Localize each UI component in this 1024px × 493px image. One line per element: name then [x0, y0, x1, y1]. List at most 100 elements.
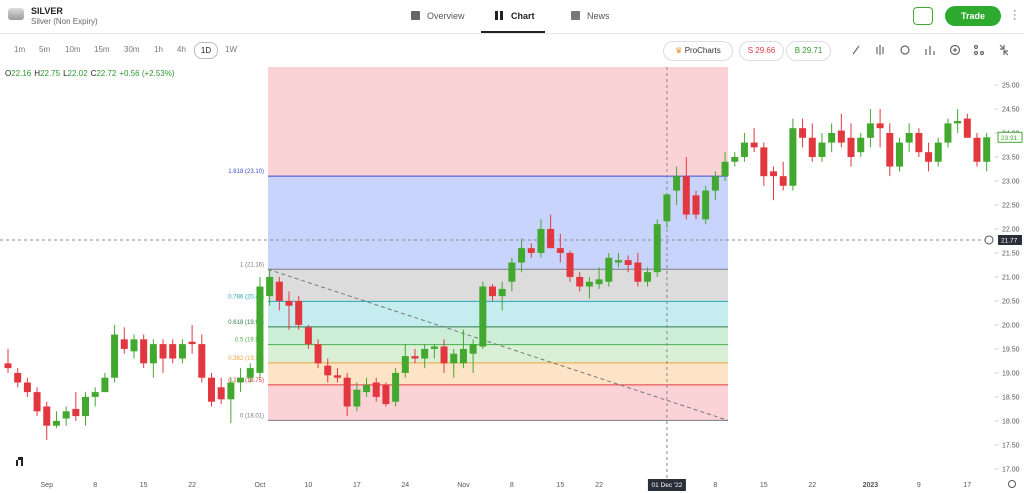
symbol-icon [8, 8, 24, 20]
buy-button[interactable]: B 29.71 [786, 41, 831, 61]
candle-body [91, 392, 99, 397]
candle-body [469, 344, 477, 354]
share-icon[interactable] [973, 44, 979, 50]
settings-icon[interactable] [900, 45, 910, 55]
timeframe[interactable]: 5m [39, 45, 51, 54]
candle-body [634, 262, 642, 282]
candle-body [837, 130, 845, 143]
candle-body [944, 123, 952, 143]
candle-body [43, 406, 51, 426]
legend-value: 22.75 [40, 69, 61, 78]
indicator-icon[interactable] [876, 45, 884, 55]
tab-underline [481, 31, 545, 33]
bars-icon[interactable] [925, 46, 935, 55]
sell-button[interactable]: S 29.66 [739, 41, 784, 61]
collapse-icon[interactable] [999, 44, 1009, 56]
candle-body [566, 252, 574, 277]
candle-body [82, 396, 90, 417]
fib-label: 0.5 (19.59) [235, 338, 264, 344]
y-tick-label: 24.50 [1002, 106, 1020, 113]
timeframe[interactable]: 1m [14, 45, 26, 54]
x-tick-label: 8 [713, 482, 717, 489]
add-icon[interactable] [949, 44, 961, 56]
candle-body [915, 132, 923, 153]
prochart-label: ProCharts [684, 46, 721, 55]
y-tick-label: 20.00 [1002, 322, 1020, 329]
timeframe[interactable]: 1h [154, 45, 163, 54]
fib-label: 1.618 (23.10) [228, 169, 264, 175]
watchlist-button[interactable] [913, 7, 933, 25]
candle-body [905, 132, 913, 143]
trend-line [267, 268, 729, 421]
timeframe[interactable]: 15m [94, 45, 110, 54]
crosshair-box [647, 479, 686, 491]
crosshair-label: 01 Dec '22 [651, 482, 682, 489]
candle-body [779, 176, 787, 186]
tab[interactable]: Overview [427, 11, 465, 21]
timeframe[interactable]: 1W [225, 45, 237, 54]
candle-body [479, 286, 487, 347]
legend-key: H [34, 69, 40, 78]
candle-body [954, 120, 962, 124]
tab[interactable]: Chart [511, 11, 535, 21]
candle-body [324, 365, 332, 376]
candle-body [799, 128, 807, 138]
y-tick-label: 18.50 [1002, 394, 1020, 401]
candle-body [33, 392, 41, 412]
candle-body [440, 346, 448, 364]
divider [0, 33, 1024, 34]
x-tick-label: 15 [760, 482, 768, 489]
candle-body [963, 118, 971, 138]
prochart-button[interactable]: ♛ ProCharts [663, 41, 733, 61]
candle-body [828, 132, 836, 143]
x-tick-label: Oct [254, 482, 265, 489]
candle-body [692, 195, 700, 215]
candle-body [207, 377, 215, 402]
draw-icon[interactable] [852, 45, 860, 55]
candle-body [430, 346, 438, 349]
candle-body [401, 356, 409, 373]
ohlc-legend: O22.16 H22.75 L22.02 C22.72 +0.56 (+2.53%) [5, 69, 175, 78]
axis-settings[interactable] [1008, 480, 1016, 488]
x-tick-label: 17 [963, 482, 971, 489]
candle-body [866, 123, 874, 138]
fib-zone [268, 384, 728, 421]
candle-body [886, 132, 894, 167]
timeframe-active[interactable]: 1D [194, 42, 218, 59]
x-tick-label: 22 [188, 482, 196, 489]
add-alert[interactable] [984, 235, 994, 245]
timeframe[interactable]: 30m [124, 45, 140, 54]
candle-body [983, 137, 991, 162]
fib-zone [268, 301, 728, 327]
fib-zone [268, 67, 728, 177]
candle-body [624, 260, 632, 265]
x-tick-label: 22 [808, 482, 816, 489]
timeframe[interactable]: 4h [177, 45, 186, 54]
fib-zone [268, 326, 728, 345]
x-tick-label: Nov [457, 482, 470, 489]
candle-body [740, 142, 748, 157]
candle-body [4, 363, 12, 369]
fib-label: 0 (18.01) [240, 413, 264, 419]
tab[interactable]: News [587, 11, 610, 21]
last-price-label: 23.91 [1001, 135, 1018, 142]
more-menu[interactable]: · · · [1013, 5, 1017, 25]
candle-body [673, 176, 681, 191]
fib-label: 0.236 (18.75) [228, 378, 264, 384]
timeframe[interactable]: 10m [65, 45, 81, 54]
y-tick-label: 19.50 [1002, 346, 1020, 353]
candle-body [847, 137, 855, 157]
y-tick-label: 22.00 [1002, 226, 1020, 233]
symbol-description: Silver (Non Expiry) [31, 17, 98, 26]
candle-body [537, 228, 545, 253]
y-tick-label: 17.50 [1002, 442, 1020, 449]
candle-body [120, 339, 128, 349]
trade-button[interactable]: Trade [945, 6, 1001, 26]
candle-body [52, 420, 60, 426]
candle-body [808, 137, 816, 157]
fib-label: 0.786 (20.49) [228, 294, 264, 300]
candle-body [818, 142, 826, 157]
candle-body [857, 137, 865, 153]
legend-key: O [5, 69, 11, 78]
fib-zone [268, 344, 728, 363]
